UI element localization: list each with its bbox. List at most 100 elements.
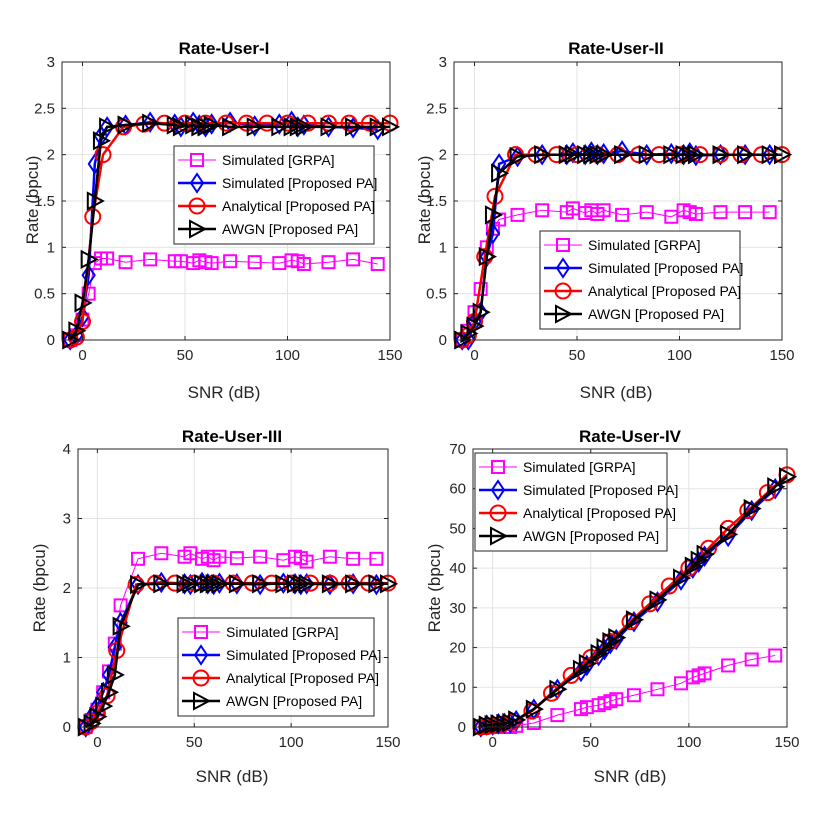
series-awgn-proposed-pa [77,574,399,737]
data-point [590,643,609,664]
legend-item-analytical-proposed-pa: Analytical [Proposed PA] [178,197,375,215]
data-point [595,145,614,165]
series-simulated-grpa [78,546,384,734]
y-tick-label: 0 [63,719,71,736]
y-tick-label: 50 [449,520,466,537]
legend: Simulated [GRPA] Simulated [Proposed PA] A… [474,452,678,552]
data-point [86,191,105,211]
data-point [583,145,602,165]
y-tick-label: 0 [439,332,447,349]
data-point [100,251,115,266]
legend-item-awgn-proposed-pa: AWGN [Proposed PA] [178,219,358,239]
y-tick-label: 2 [439,147,447,164]
data-point [673,568,692,588]
legend-label: Analytical [Proposed PA] [222,198,375,214]
data-point [558,145,577,165]
data-point [80,249,99,270]
legend-label: AWGN [Proposed PA] [222,221,358,237]
plot-rate-user-iv: 0 50 100 150 0 10 20 30 40 50 60 70 Simulated [GRPA]… [449,441,799,751]
x-tick-label: 0 [93,734,101,751]
data-point [681,145,700,165]
legend-item-analytical-proposed-pa: Analytical [Proposed PA] [182,669,379,687]
data-point [663,145,682,165]
data-point [491,163,510,183]
data-point [95,696,114,716]
data-point [761,145,780,165]
legend-item-awgn-proposed-pa: AWGN [Proposed PA] [544,304,724,324]
legend-item-analytical-proposed-pa: Analytical [Proposed PA] [544,282,741,300]
data-point [321,574,340,594]
legend-marker [192,669,210,687]
data-point [166,115,185,135]
data-point [99,117,118,137]
data-point [738,205,753,220]
data-point [688,206,703,221]
data-point [535,203,550,218]
data-point [283,117,302,137]
data-point [368,574,387,594]
data-point [370,257,385,272]
data-point [510,207,525,222]
chart-title: Rate-User-II [568,39,663,58]
data-point [246,117,265,137]
legend-item-analytical-proposed-pa: Analytical [Proposed PA] [479,504,676,522]
data-point [767,477,786,497]
data-point [550,708,565,723]
data-point [626,688,641,703]
legend-marker [490,526,509,546]
data-point [762,205,777,220]
data-point [615,207,630,222]
legend-marker [554,282,572,300]
series-awgn-proposed-pa [472,467,798,737]
x-tick-label: 100 [667,347,692,364]
axes-box [472,448,788,728]
y-tick-label: 1 [439,239,447,256]
data-point [154,546,169,561]
data-point [92,131,112,151]
data-point [217,114,235,132]
data-point [204,256,219,271]
legend-item-simulated-proposed-pa: Simulated [Proposed PA] [479,479,678,501]
data-point [346,551,361,566]
legend-item-simulated-proposed-pa: Simulated [Proposed PA] [182,644,381,666]
data-point [113,598,128,613]
y-tick-label: 2 [63,580,71,597]
data-point [211,574,230,594]
legend-marker [490,479,506,501]
x-tick-label: 100 [279,734,304,751]
x-tick-label: 0 [78,347,86,364]
x-axis-label: SNR (dB) [188,383,261,402]
panel-rate-user-iv: Rate-User-IV SNR (dB) Rate (bpcu) [425,427,682,786]
panel-rate-user-iii: Rate-User-III SNR (dB) Rate (bpcu) [30,427,282,786]
legend-item-awgn-proposed-pa: AWGN [Proposed PA] [182,691,362,711]
data-point [142,111,158,134]
y-tick-label: 10 [449,679,466,696]
data-point [94,146,112,164]
data-point [252,574,271,594]
y-tick-label: 1.5 [34,193,55,210]
data-point [369,117,388,137]
legend-label: AWGN [Proposed PA] [226,693,362,709]
data-point [299,554,314,569]
x-tick-label: 0 [488,734,496,751]
data-point [296,257,311,272]
data-point [321,255,336,270]
data-point [154,571,169,594]
legend-box [177,617,375,717]
data-point [466,316,485,336]
y-tick-label: 2 [47,147,55,164]
data-point [295,117,315,137]
data-point [322,549,337,564]
legend-marker [189,219,208,239]
x-tick-label: 50 [569,347,586,364]
data-point [625,610,645,630]
data-point [204,113,219,135]
data-point [609,692,624,707]
legend-box [474,452,668,552]
legend-box [173,145,375,245]
data-point [222,117,241,137]
data-point [271,117,290,137]
legend-marker [491,460,505,474]
legend-label: Simulated [Proposed PA] [588,260,743,276]
legend-marker [489,504,507,522]
